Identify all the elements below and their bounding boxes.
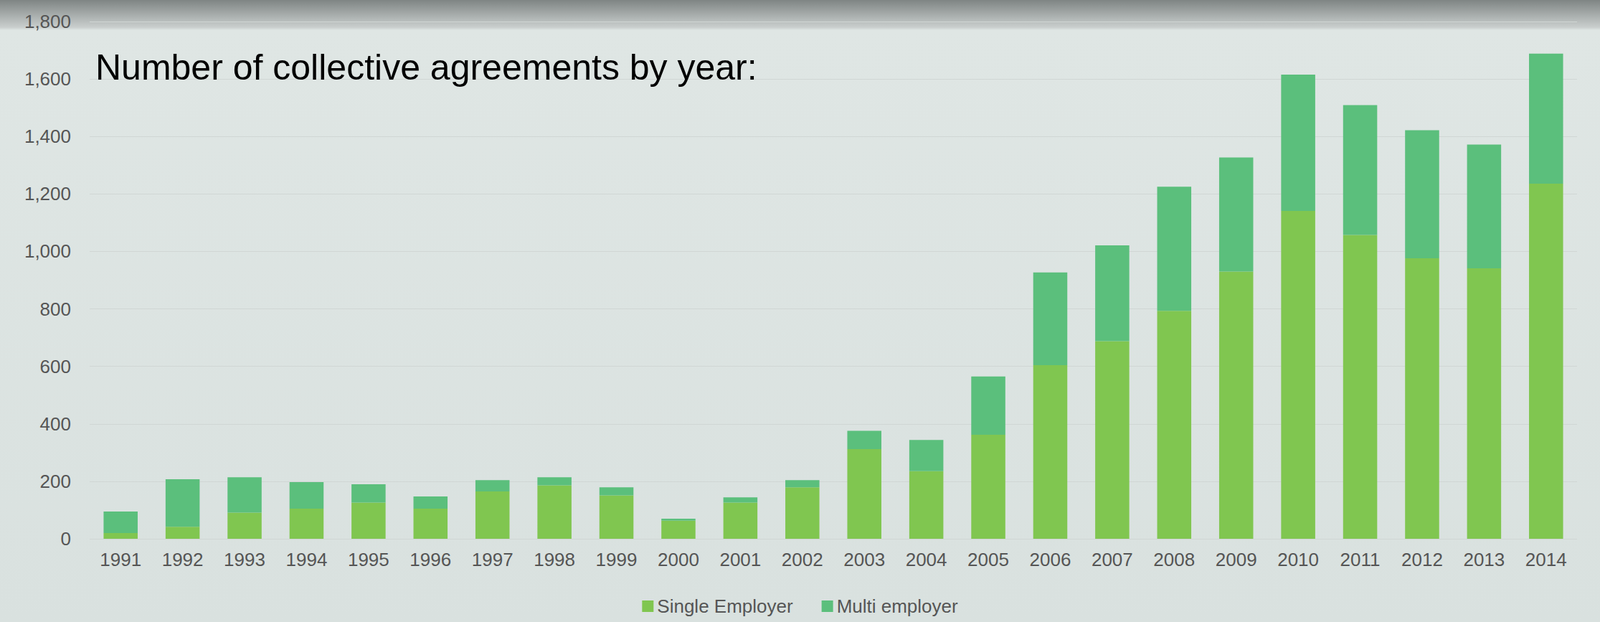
svg-text:Number of collective agreement: Number of collective agreements by year: [95, 47, 758, 88]
svg-text:1994: 1994 [286, 548, 328, 571]
svg-text:2002: 2002 [781, 548, 824, 571]
svg-text:2010: 2010 [1277, 548, 1319, 571]
svg-text:0: 0 [60, 527, 71, 550]
svg-text:2012: 2012 [1401, 548, 1443, 571]
svg-text:1997: 1997 [471, 548, 514, 571]
svg-text:2006: 2006 [1029, 548, 1072, 571]
svg-text:600: 600 [40, 355, 71, 378]
svg-text:2008: 2008 [1153, 548, 1195, 571]
svg-text:1,800: 1,800 [24, 10, 71, 33]
svg-text:400: 400 [40, 413, 71, 435]
svg-text:1,000: 1,000 [24, 240, 71, 262]
svg-text:2004: 2004 [905, 548, 948, 571]
svg-text:1,600: 1,600 [24, 68, 71, 90]
svg-text:1996: 1996 [409, 548, 452, 571]
svg-text:Multi employer: Multi employer [836, 595, 959, 617]
svg-text:1995: 1995 [347, 548, 390, 571]
svg-text:2013: 2013 [1463, 548, 1505, 571]
svg-text:2000: 2000 [657, 548, 700, 571]
svg-text:1992: 1992 [162, 548, 204, 571]
svg-text:1,200: 1,200 [24, 182, 71, 205]
svg-text:800: 800 [40, 298, 71, 320]
svg-text:1993: 1993 [223, 548, 266, 571]
svg-text:2007: 2007 [1091, 548, 1134, 571]
svg-text:1999: 1999 [595, 548, 638, 571]
svg-text:2005: 2005 [967, 548, 1010, 571]
svg-text:2001: 2001 [719, 548, 761, 571]
svg-text:1998: 1998 [533, 548, 576, 571]
svg-text:2003: 2003 [843, 548, 885, 571]
svg-text:1,400: 1,400 [24, 125, 71, 148]
svg-text:200: 200 [40, 470, 71, 492]
svg-text:2014: 2014 [1525, 548, 1568, 571]
svg-text:Single Employer: Single Employer [656, 595, 794, 617]
svg-text:1991: 1991 [99, 548, 142, 571]
svg-text:2011: 2011 [1340, 548, 1381, 571]
svg-text:2009: 2009 [1215, 548, 1258, 571]
